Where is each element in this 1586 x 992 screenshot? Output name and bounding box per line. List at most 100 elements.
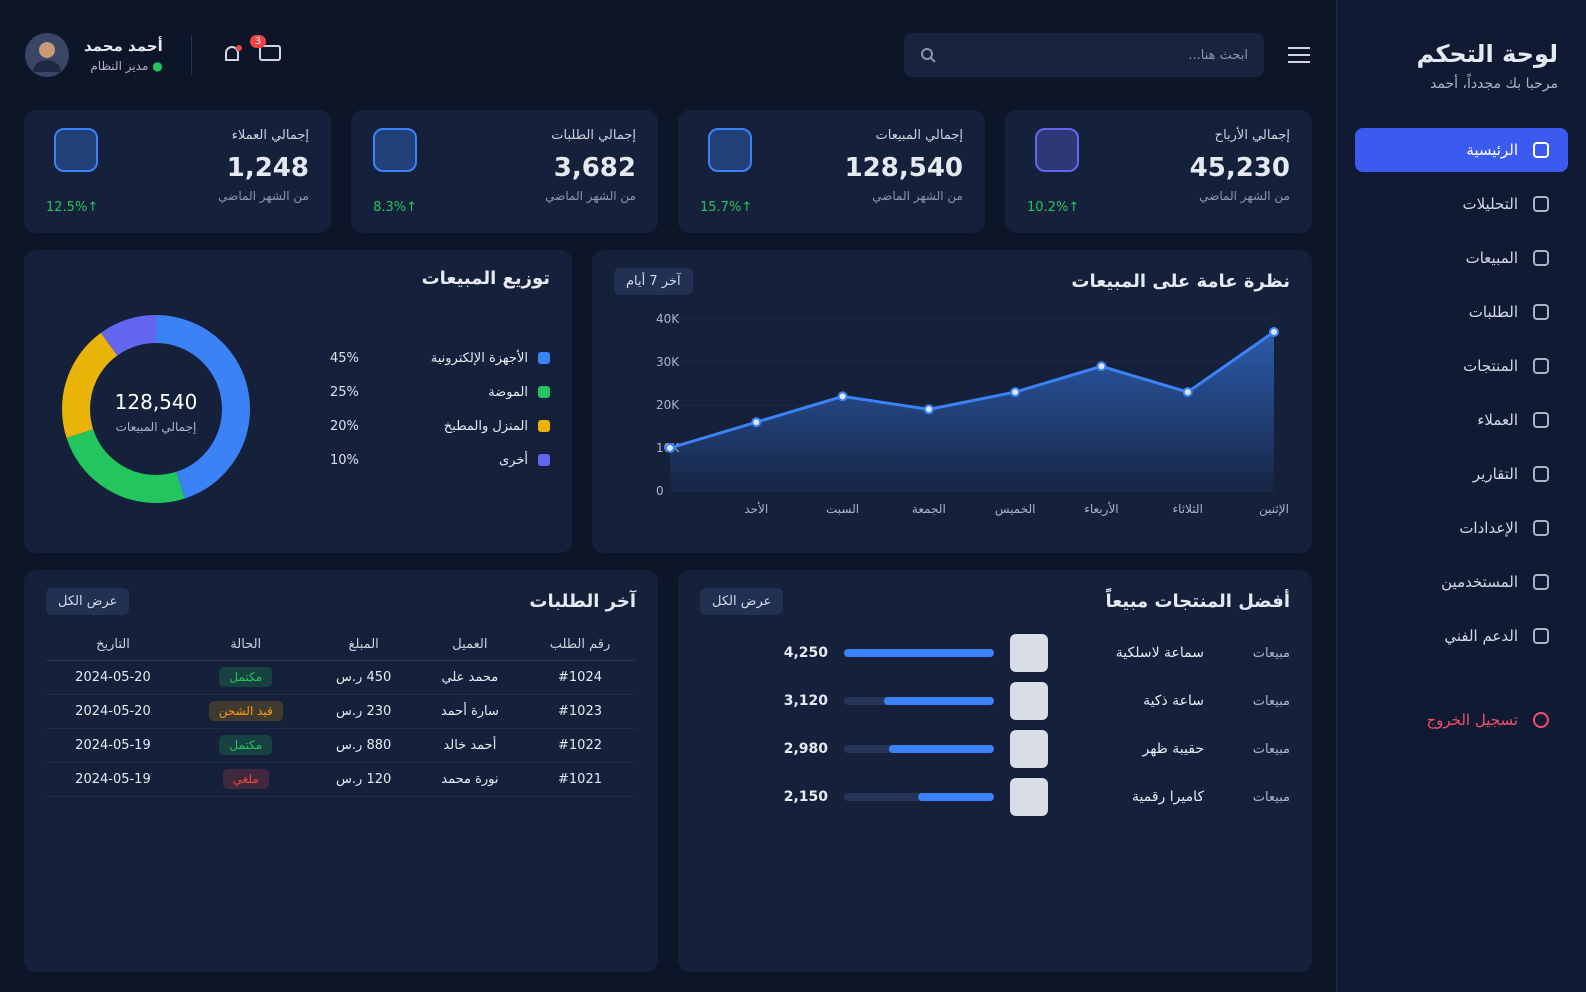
stat-label: إجمالي الأرباح — [1214, 128, 1290, 143]
status-badge: مكتمل — [219, 667, 273, 687]
cell-text: 120 ر.س — [336, 772, 392, 787]
logout[interactable]: تسجيل الخروج — [1355, 698, 1568, 742]
x-tick-label: الأربعاء — [1084, 501, 1118, 517]
mail-icon — [258, 45, 281, 61]
product-bar-track — [844, 793, 994, 801]
cell: 120 ر.س — [311, 762, 416, 797]
x-tick-label: السبت — [826, 502, 859, 516]
stat-icon — [708, 128, 753, 172]
stat-change: ↑8.3% — [373, 200, 417, 215]
legend-item: المنزل والمطبخ 20% — [330, 409, 550, 443]
search-icon — [921, 48, 936, 63]
product-caption: مبيعات — [1252, 741, 1290, 757]
menu-label: الدعم الفني — [1444, 627, 1518, 645]
product-image — [1010, 682, 1048, 720]
stat-value: 128,540 — [844, 153, 963, 183]
product-list: مبيعات سماعة لاسلكية 4,250 مبيعات ساعة ذكية 3… — [700, 629, 1290, 821]
status-badge: مكتمل — [219, 735, 273, 755]
product-image — [1010, 778, 1048, 816]
stat-note: من الشهر الماضي — [218, 189, 309, 203]
x-tick-label: الخميس — [995, 502, 1036, 517]
cell: 2024-05-19 — [46, 762, 180, 797]
lists-row: أفضل المنتجات مبيعاً عرض الكل مبيعات سماعة… — [24, 570, 1312, 972]
product-bar-track — [844, 649, 994, 657]
bar — [883, 697, 994, 705]
cell: أحمد خالد — [415, 728, 525, 763]
product-bar-track — [844, 745, 994, 753]
cell: #1021 — [524, 762, 636, 797]
stat-text: إجمالي العملاء 1,248 من الشهر الماضي — [218, 128, 309, 215]
donut-segment — [62, 315, 250, 503]
menu-label: الرئيسية — [1466, 141, 1518, 159]
card-title: آخر الطلبات — [529, 591, 636, 612]
view-all[interactable]: عرض الكل — [46, 588, 130, 615]
menu-item[interactable]: المستخدمين — [1355, 560, 1568, 604]
product-name: ساعة ذكية — [1143, 693, 1204, 709]
y-tick-label: 20K — [656, 398, 680, 412]
stat-card: إجمالي المبيعات 128,540 من الشهر الماضي ↑15… — [678, 110, 985, 233]
header-row: رقم الطلب العميل المبلغ الحالة التاريخ — [46, 629, 636, 661]
user-name: أحمد محمد — [84, 37, 163, 55]
product-image — [1010, 730, 1048, 768]
menu-item[interactable]: الدعم الفني — [1355, 614, 1568, 658]
menu-item[interactable]: التقارير — [1355, 452, 1568, 496]
icon-shape — [1533, 304, 1549, 320]
view-all[interactable]: عرض الكل — [700, 588, 784, 615]
menu-item[interactable]: الطلبات — [1355, 290, 1568, 334]
cell-text: #1024 — [558, 670, 602, 685]
menu-icon — [1533, 574, 1549, 590]
menu-item[interactable]: الإعدادات — [1355, 506, 1568, 550]
menu-item[interactable]: التحليلات — [1355, 182, 1568, 226]
stat-value: 45,230 — [1189, 153, 1290, 183]
stat-text: إجمالي الأرباح 45,230 من الشهر الماضي — [1190, 128, 1290, 215]
menu-item[interactable]: المنتجات — [1355, 344, 1568, 388]
stat-note: من الشهر الماضي — [1199, 189, 1290, 203]
point — [1269, 326, 1279, 337]
legend-label: المنزل والمطبخ — [443, 418, 528, 434]
bar — [888, 745, 994, 753]
logout-label: تسجيل الخروج — [1426, 711, 1518, 729]
stat-icon — [373, 128, 417, 172]
stat-change: ↑10.2% — [1027, 200, 1079, 215]
stats: إجمالي الأرباح 45,230 من الشهر الماضي ↑10.2… — [24, 110, 1312, 233]
x-tick-label: الجمعة — [912, 502, 946, 516]
search-box[interactable]: ابحث هنا... — [904, 33, 1264, 77]
legend-swatch — [538, 420, 550, 432]
point — [751, 417, 762, 428]
notifications[interactable] — [220, 43, 244, 67]
mail[interactable]: 3 — [249, 35, 282, 67]
sales-distribution: توزيع المبيعات الأجهزة الإلكترونية 45% الم… — [24, 250, 572, 553]
point — [1010, 387, 1021, 398]
legend-swatch — [538, 454, 550, 466]
legend: الأجهزة الإلكترونية 45% الموضة 25% المنزل وا… — [330, 341, 550, 477]
menu-item[interactable]: المبيعات — [1355, 236, 1568, 280]
icon-shape — [1533, 412, 1549, 428]
top-products: أفضل المنتجات مبيعاً عرض الكل مبيعات سماعة… — [678, 570, 1312, 972]
product-row: مبيعات ساعة ذكية 3,120 — [700, 677, 1290, 725]
legend-swatch — [538, 352, 550, 364]
menu-item[interactable]: الرئيسية — [1355, 128, 1568, 172]
period-select[interactable]: آخر 7 أيام — [614, 268, 693, 295]
x-tick-label: الإثنين — [1259, 502, 1289, 517]
menu-label: المستخدمين — [1441, 573, 1518, 591]
user-role: ● مدير النظام — [84, 59, 162, 73]
avatar[interactable] — [24, 32, 70, 78]
y-tick-label: 30K — [656, 355, 680, 369]
menu-toggle[interactable] — [1288, 45, 1312, 65]
menu-icon — [1533, 412, 1549, 428]
center-value: 128,540 — [115, 390, 198, 414]
icon-shape — [1533, 250, 1549, 266]
menu-label: المبيعات — [1465, 249, 1518, 267]
menu-item[interactable]: العملاء — [1355, 398, 1568, 442]
product-value: 4,250 — [783, 645, 828, 661]
stat-note: من الشهر الماضي — [872, 189, 963, 203]
stat-side: ↑10.2% — [1027, 128, 1080, 215]
table-body: #1024 محمد علي 450 ر.س مكتمل 2024-05-20 #1023… — [46, 660, 636, 797]
cell-text: 230 ر.س — [336, 704, 392, 719]
cell: محمد علي — [415, 660, 525, 695]
menu-label: الطلبات — [1468, 303, 1518, 321]
legend-label: أخرى — [499, 452, 528, 468]
icon-shape — [1533, 142, 1549, 158]
user-area: 3 أحمد محمد ● مدير النظام — [24, 32, 282, 78]
